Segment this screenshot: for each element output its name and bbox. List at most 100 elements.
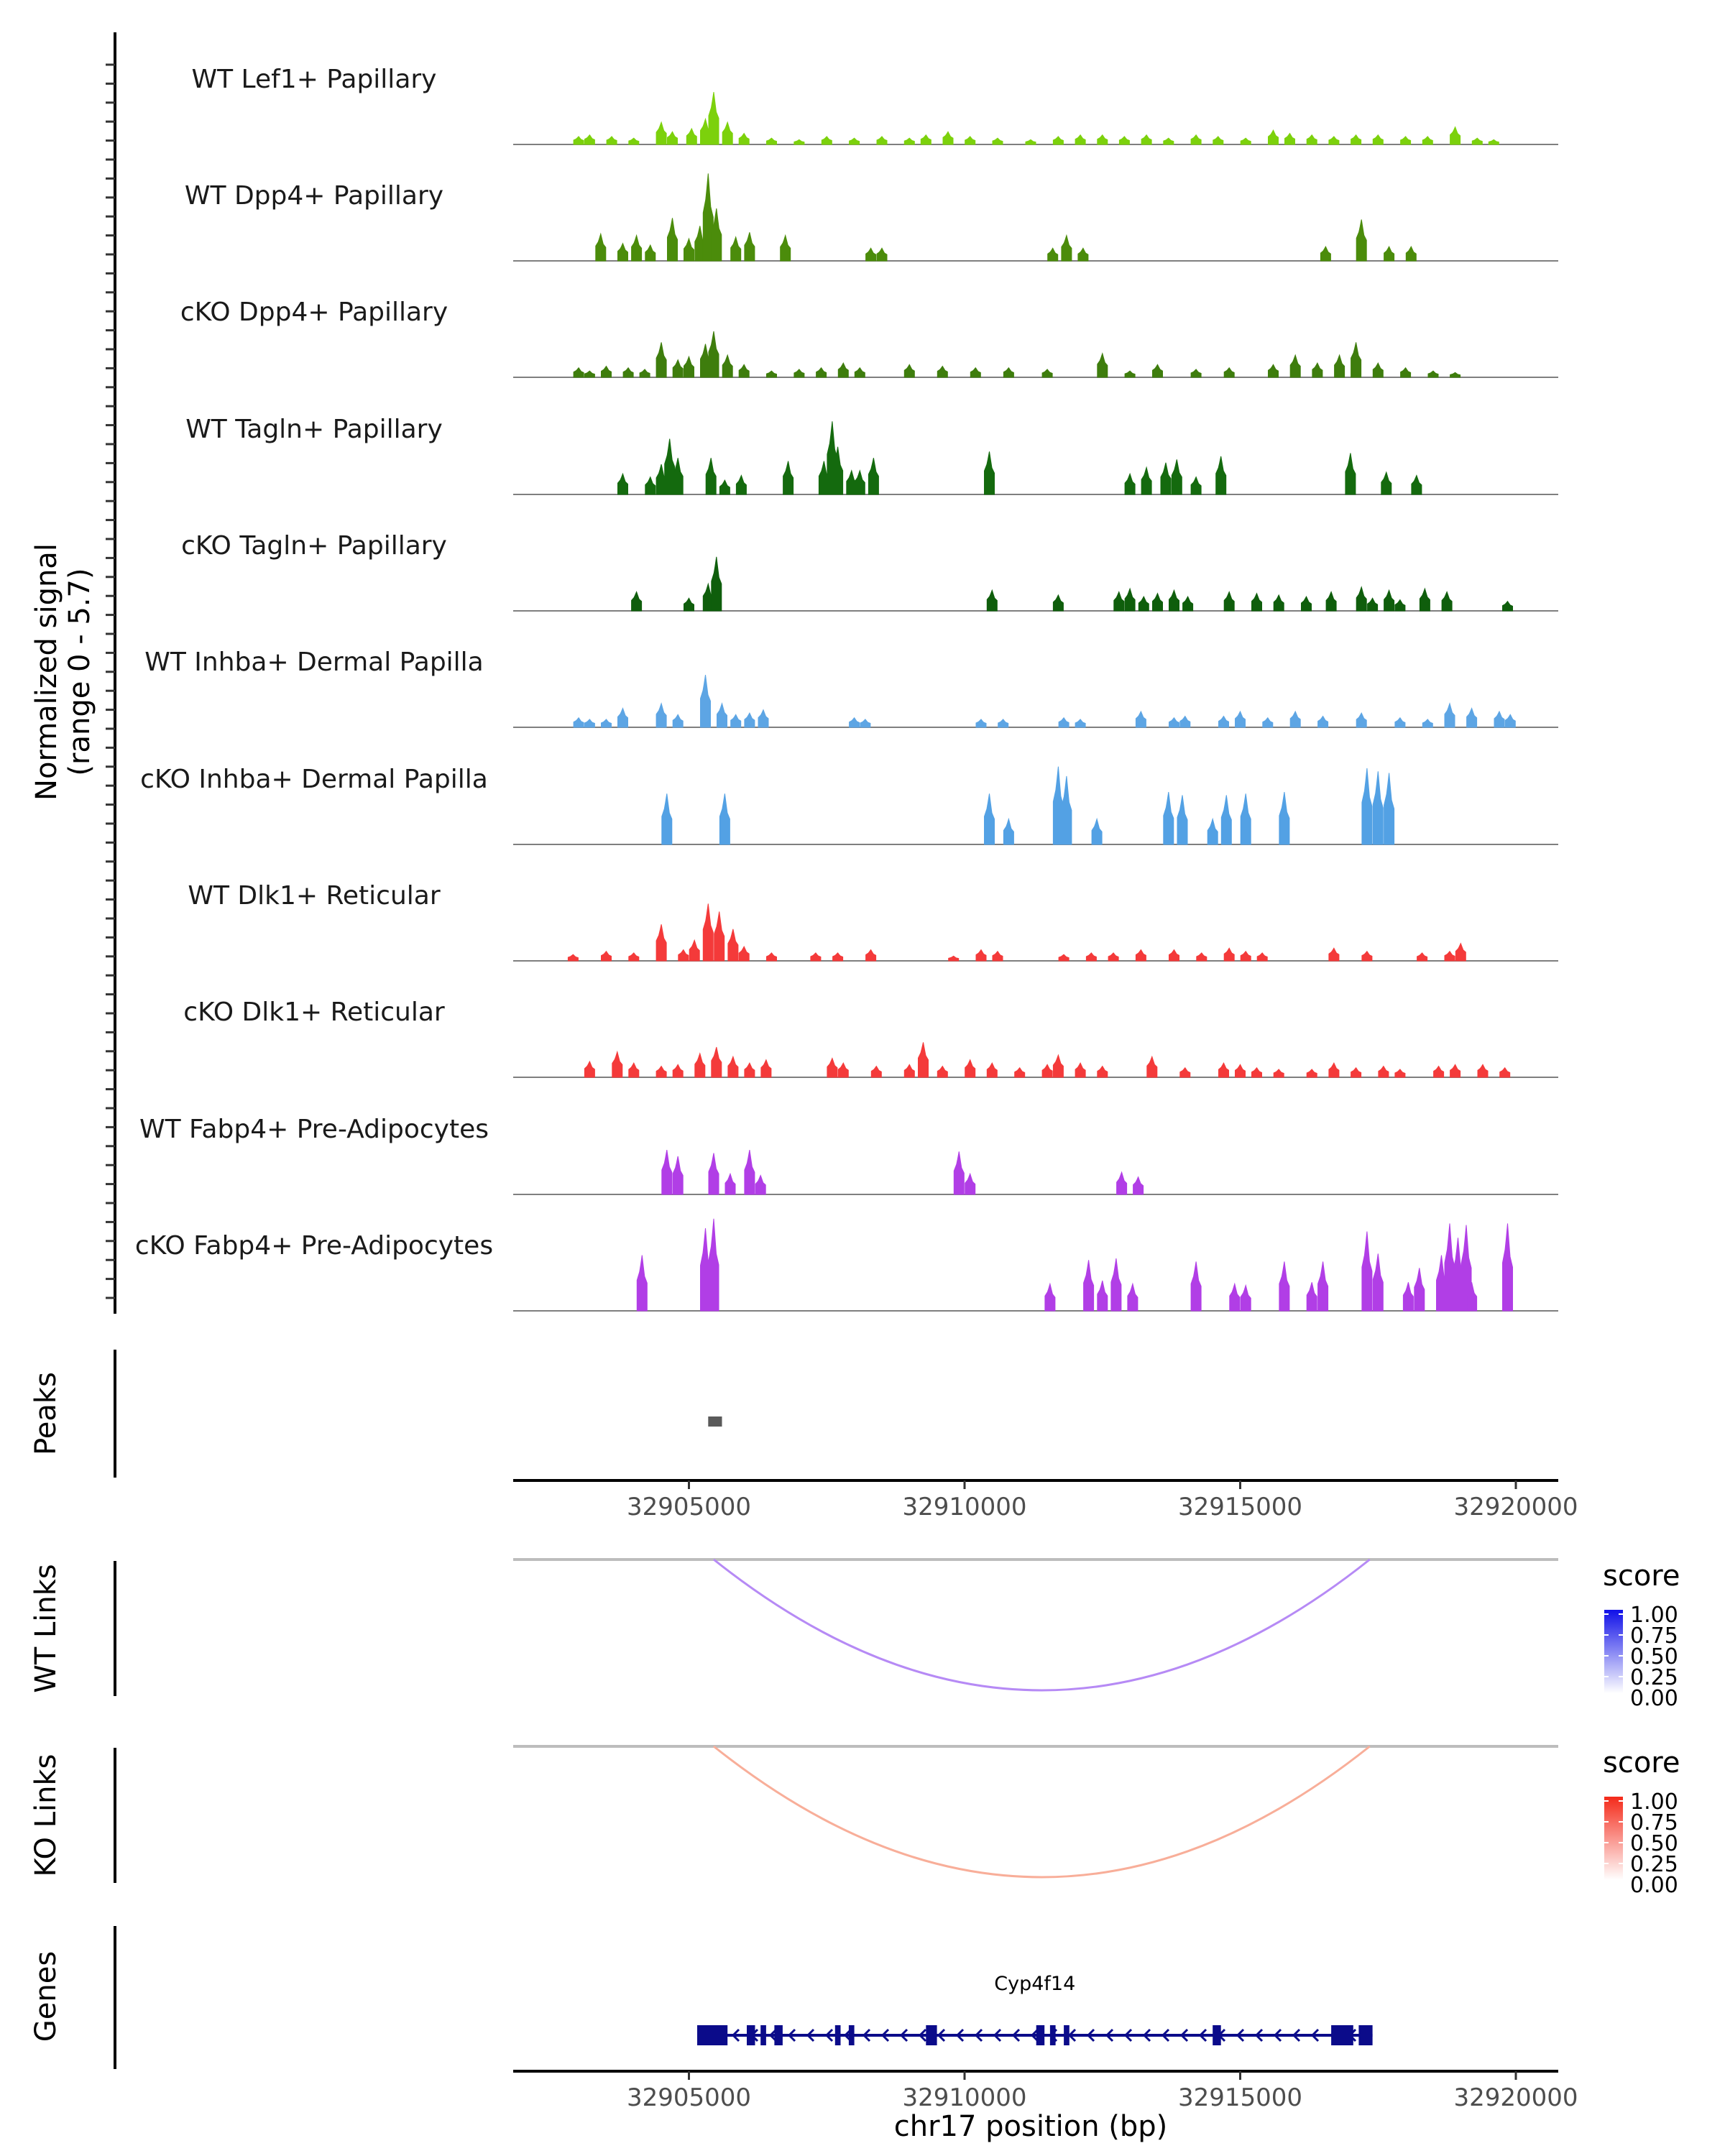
signal-peak	[1279, 792, 1290, 845]
strand-arrow	[1142, 2028, 1151, 2042]
signal-peak	[903, 364, 915, 378]
signal-peak	[573, 367, 584, 378]
signal-peak	[672, 1064, 684, 1078]
gene-exon	[1213, 2025, 1221, 2045]
signal-peak	[711, 556, 722, 612]
signal-peak	[1083, 1260, 1095, 1312]
strand-arrow	[1086, 2028, 1095, 2042]
signal-peak	[1097, 352, 1108, 378]
signal-peak	[1118, 136, 1130, 145]
signal-peak	[1256, 952, 1268, 962]
signal-peak	[1240, 793, 1251, 845]
signal-peak	[760, 1059, 772, 1078]
signal-peak	[1240, 950, 1251, 962]
signal-peak	[1384, 773, 1395, 845]
signal-peak	[783, 461, 794, 495]
signal-peak	[1152, 592, 1163, 612]
signal-peak	[595, 232, 607, 262]
signal-peak	[1085, 952, 1097, 962]
strand-arrow	[1179, 2028, 1189, 2042]
gene-exon	[1036, 2025, 1045, 2045]
signal-peak	[1356, 586, 1367, 612]
strand-arrow	[806, 2028, 815, 2042]
x-axis-title: chr17 position (bp)	[894, 2110, 1168, 2143]
signal-peak	[1471, 137, 1483, 145]
gene-models: Cyp4f14	[697, 1973, 1373, 2045]
legend-tick-label: 0.75	[1630, 1810, 1678, 1835]
signal-peak	[722, 121, 733, 145]
signal-peak	[1182, 595, 1194, 612]
strand-arrow	[1105, 2028, 1114, 2042]
signal-peak	[1075, 1061, 1086, 1078]
signal-peak	[1223, 591, 1235, 612]
signal-peak	[1279, 1261, 1290, 1312]
legend-tick-label: 1.00	[1630, 1603, 1678, 1628]
signal-peak	[1268, 129, 1279, 145]
signal-peak	[1405, 245, 1417, 262]
signal-peak	[1223, 367, 1235, 378]
signal-peak	[684, 355, 694, 378]
signal-peak	[1235, 1064, 1246, 1078]
gene-exon	[774, 2025, 783, 2045]
signal-peak	[1124, 472, 1136, 495]
signal-peak	[1251, 1067, 1262, 1078]
signal-peak	[584, 1060, 595, 1078]
signal-peak	[794, 139, 805, 145]
signal-peak	[744, 232, 755, 262]
signal-peak	[970, 367, 981, 378]
signal-peak	[965, 1059, 976, 1078]
links-panel-1: WT Links score 1.000.750.500.250.00	[29, 1558, 1680, 1711]
signal-peak	[1138, 595, 1149, 612]
signal-peak	[724, 1172, 736, 1195]
signal-peak	[918, 1042, 929, 1078]
signal-peak	[937, 1065, 948, 1078]
signal-peak	[1466, 1282, 1478, 1312]
strand-arrow	[1273, 2028, 1282, 2042]
signal-peak	[865, 949, 877, 962]
signal-peak	[1190, 1261, 1202, 1312]
signal-peak	[686, 127, 697, 145]
signal-peak	[1061, 234, 1072, 262]
signal-peak	[1097, 134, 1108, 145]
signal-peak	[992, 950, 1003, 962]
signal-peak	[1179, 715, 1191, 728]
track-11: cKO Fabp4+ Pre-Adipocytes	[135, 1218, 1558, 1312]
signal-peak	[837, 1061, 849, 1078]
coverage-tracks: WT Lef1+ Papillary WT Dpp4+ Papillary cKO …	[135, 65, 1558, 1312]
signal-peak	[1317, 715, 1329, 728]
gene-exon	[1358, 2025, 1373, 2045]
signal-peak	[1240, 1284, 1251, 1312]
signal-peak	[1218, 715, 1229, 728]
strand-arrow	[862, 2028, 871, 2042]
signal-peak	[1135, 710, 1146, 728]
signal-peak	[1411, 474, 1422, 495]
signal-peak	[601, 365, 612, 378]
signal-peak	[1450, 126, 1461, 145]
signal-peak	[727, 1055, 739, 1078]
signal-peak	[700, 675, 711, 728]
signal-peak	[628, 137, 640, 145]
signal-peak	[1075, 719, 1086, 728]
signal-peak	[827, 1057, 838, 1078]
track-label: cKO Inhba+ Dermal Papilla	[140, 765, 488, 794]
strand-arrow	[1161, 2028, 1170, 2042]
signal-peak	[903, 1064, 915, 1078]
signal-axis-range: (range 0 - 5.7)	[63, 568, 96, 775]
signal-peak	[708, 1218, 719, 1312]
signal-peak	[1301, 595, 1312, 612]
signal-peak	[1361, 950, 1373, 962]
signal-peak	[1450, 1064, 1461, 1078]
signal-peak	[1075, 134, 1086, 145]
signal-peak	[684, 237, 694, 262]
track-4: WT Tagln+ Papillary	[185, 415, 1558, 495]
legend-colorbar	[1604, 1797, 1623, 1880]
links-label: WT Links	[29, 1564, 63, 1692]
signal-peak	[1306, 1282, 1317, 1312]
signal-peak	[645, 244, 656, 262]
signal-peak	[1097, 1065, 1108, 1078]
signal-peak	[656, 121, 667, 145]
signal-peak	[702, 903, 714, 962]
gene-model: Cyp4f14	[697, 1973, 1373, 2045]
strand-arrow	[1292, 2028, 1301, 2042]
x-tick-label: 32920000	[1453, 2083, 1578, 2112]
